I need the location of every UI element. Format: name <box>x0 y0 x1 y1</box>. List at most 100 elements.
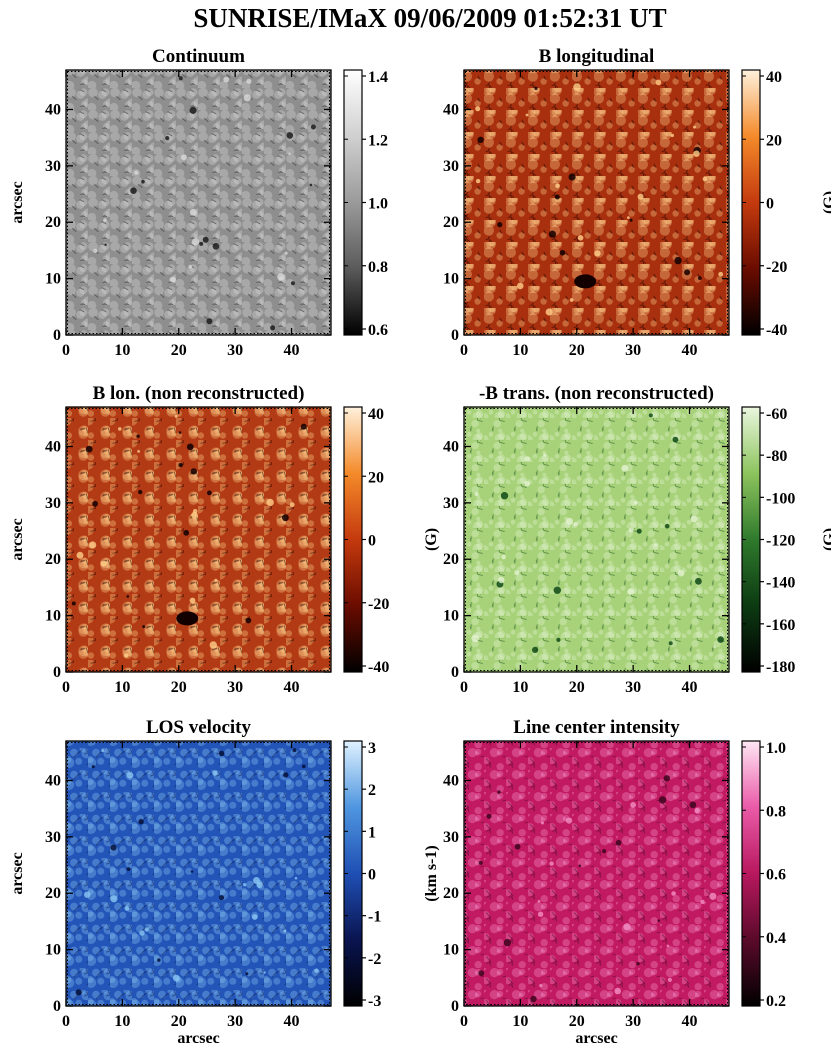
image-features <box>471 413 724 654</box>
colorbar-tick-label: 1 <box>368 824 376 841</box>
colorbar-tick-label: 0 <box>766 196 774 213</box>
y-tick-label: 0 <box>53 998 61 1015</box>
y-tick-label: 20 <box>45 885 61 902</box>
colorbar-label: (G) <box>821 528 831 551</box>
image-frame <box>463 740 730 1007</box>
y-tick-label: 0 <box>53 664 61 681</box>
y-tick-label: 30 <box>45 158 61 175</box>
x-tick-label: 20 <box>569 1013 585 1030</box>
y-tick-label: 40 <box>45 772 61 789</box>
figure-title: SUNRISE/IMaX 09/06/2009 01:52:31 UT <box>193 3 666 33</box>
x-tick-label: 40 <box>682 342 698 359</box>
panel-2: B longitudinal00101020203030404040200-20… <box>443 46 831 359</box>
y-tick-label: 30 <box>443 158 459 175</box>
colorbar-tick-label: 0.6 <box>368 322 388 339</box>
image-features <box>93 76 316 331</box>
colorbar-tick-label: 0 <box>368 533 376 550</box>
colorbar-tick-label: -3 <box>368 993 381 1010</box>
colorbar-tick-label: -60 <box>766 406 787 423</box>
x-tick-label: 20 <box>171 679 187 696</box>
y-tick-label: 10 <box>443 608 459 625</box>
pore-feature <box>176 611 199 626</box>
x-tick-label: 30 <box>625 679 641 696</box>
x-tick-label: 10 <box>114 1013 130 1030</box>
x-tick-label: 10 <box>512 1013 528 1030</box>
colorbar-tick-label: 20 <box>368 469 384 486</box>
x-tick-label: 20 <box>569 342 585 359</box>
panel-title: B lon. (non reconstructed) <box>93 383 305 404</box>
colorbar-label: (G) <box>821 191 831 214</box>
image-features <box>75 748 319 996</box>
y-axis-label: arcsec <box>9 518 26 560</box>
colorbar-tick-label: -140 <box>766 575 795 592</box>
x-tick-label: 0 <box>62 1013 70 1030</box>
colorbar-tick-label: 2 <box>368 782 376 799</box>
colorbar-tick-label: 0.4 <box>766 930 786 947</box>
y-tick-label: 10 <box>443 942 459 959</box>
y-tick-label: 20 <box>45 214 61 231</box>
x-tick-label: 0 <box>62 679 70 696</box>
colorbar-tick-label: -2 <box>368 951 381 968</box>
colorbar-tick-label: 0.8 <box>368 259 388 276</box>
axes: 00 10 10 20 20 30 30 40 40 <box>45 407 331 696</box>
x-tick-label: 30 <box>227 342 243 359</box>
y-axis-label: arcsec <box>9 852 26 894</box>
y-tick-label: 40 <box>443 438 459 455</box>
image-frame <box>65 69 332 336</box>
colorbar-tick-label: -20 <box>368 596 389 613</box>
y-tick-label: 0 <box>451 998 459 1015</box>
panel-title: -B trans. (non reconstructed) <box>479 383 714 404</box>
image-texture <box>66 70 331 335</box>
colorbar: 3 2 1 0 -1 -2 -3 <box>343 740 381 1010</box>
x-tick-label: 0 <box>460 1013 468 1030</box>
x-tick-label: 30 <box>227 1013 243 1030</box>
y-tick-label: 30 <box>443 829 459 846</box>
colorbar-tick-label: 1.0 <box>766 740 786 757</box>
panel-title: Line center intensity <box>513 717 680 738</box>
colorbar-tick-label: -100 <box>766 490 795 507</box>
y-tick-label: 10 <box>45 942 61 959</box>
image-frame <box>65 740 332 1007</box>
x-tick-label: 0 <box>460 342 468 359</box>
x-tick-label: 20 <box>569 679 585 696</box>
colorbar-tick-label: 3 <box>368 740 376 757</box>
y-tick-label: 10 <box>45 271 61 288</box>
image-features <box>71 414 307 658</box>
colorbar: 40 20 0 -20 -40 <box>741 69 787 339</box>
y-tick-label: 0 <box>451 664 459 681</box>
x-tick-label: 10 <box>114 342 130 359</box>
colorbar: 40 20 0 -20 -40 <box>343 406 389 676</box>
image-features <box>475 79 724 316</box>
axes: 00 10 10 20 20 30 30 40 40 <box>45 70 331 359</box>
y-tick-label: 40 <box>45 438 61 455</box>
image-texture <box>464 407 729 672</box>
colorbar-label: (km s-1) <box>423 845 440 901</box>
colorbar-tick-label: -160 <box>766 617 795 634</box>
x-tick-label: 0 <box>62 342 70 359</box>
image-texture <box>464 70 729 335</box>
colorbar-tick-label: 20 <box>766 132 782 149</box>
x-axis-label: arcsec <box>177 1030 219 1047</box>
colorbar-tick-label: -180 <box>766 659 795 676</box>
x-tick-label: 40 <box>682 679 698 696</box>
panel-3: B lon. (non reconstructed)00101020203030… <box>9 383 440 696</box>
pore-feature <box>574 274 597 289</box>
x-tick-label: 0 <box>460 679 468 696</box>
image-frame <box>463 406 730 673</box>
image-features <box>478 775 717 1003</box>
y-tick-label: 40 <box>443 772 459 789</box>
y-tick-label: 40 <box>443 101 459 118</box>
colorbar-tick-label: -120 <box>766 533 795 550</box>
y-tick-label: 30 <box>45 495 61 512</box>
image-frame <box>65 406 332 673</box>
panel-title: Continuum <box>152 46 245 67</box>
y-tick-label: 0 <box>451 327 459 344</box>
panel-title: LOS velocity <box>146 717 252 738</box>
colorbar-tick-label: -1 <box>368 909 381 926</box>
colorbar-tick-label: 0.2 <box>766 993 786 1010</box>
axes: 00 10 10 20 20 30 30 40 40 <box>443 70 729 359</box>
panel-6: Line center intensity 00 10 10 20 20 30 30 40 40 a… <box>443 717 786 1047</box>
panel-title: B longitudinal <box>539 46 655 67</box>
image-texture <box>66 407 331 672</box>
